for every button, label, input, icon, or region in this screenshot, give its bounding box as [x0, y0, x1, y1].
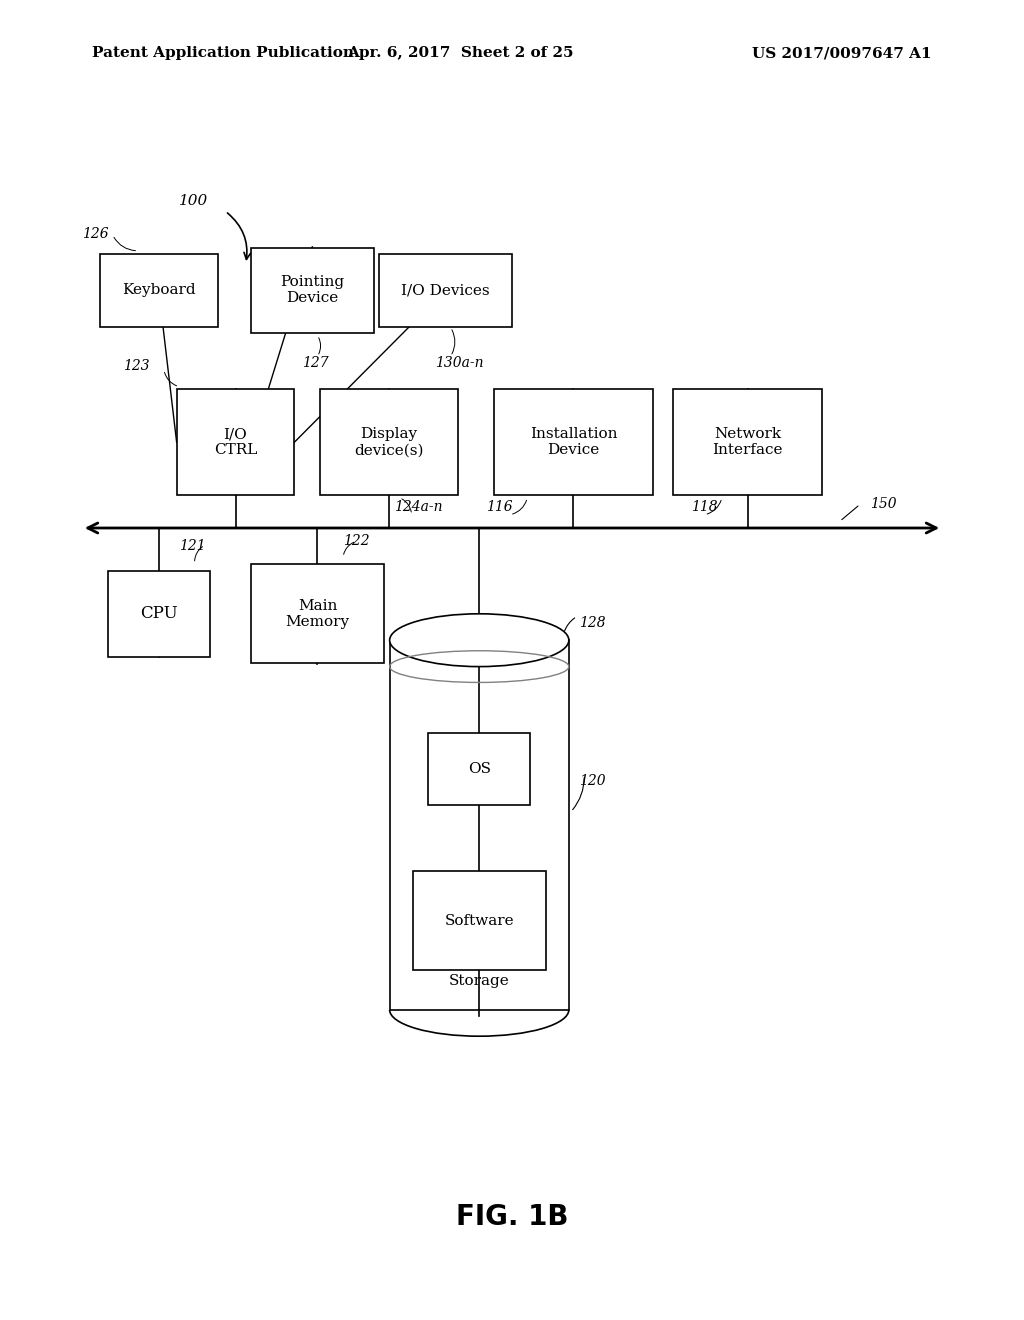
Text: Network
Interface: Network Interface — [713, 428, 782, 457]
FancyBboxPatch shape — [100, 253, 218, 326]
Text: 121: 121 — [179, 540, 206, 553]
Text: OS: OS — [468, 762, 490, 776]
FancyBboxPatch shape — [495, 389, 653, 495]
Text: 128: 128 — [580, 616, 606, 630]
Text: 118: 118 — [691, 500, 718, 513]
FancyBboxPatch shape — [428, 733, 530, 805]
Text: Storage: Storage — [449, 974, 510, 987]
FancyBboxPatch shape — [177, 389, 295, 495]
Ellipse shape — [390, 614, 569, 667]
Text: Patent Application Publication: Patent Application Publication — [92, 46, 354, 61]
FancyBboxPatch shape — [108, 570, 210, 656]
Text: FIG. 1B: FIG. 1B — [456, 1203, 568, 1232]
Text: Apr. 6, 2017  Sheet 2 of 25: Apr. 6, 2017 Sheet 2 of 25 — [347, 46, 574, 61]
Text: Software: Software — [444, 913, 514, 928]
Text: 120: 120 — [580, 775, 606, 788]
Text: Display
device(s): Display device(s) — [354, 428, 424, 457]
Text: 126: 126 — [82, 227, 109, 240]
FancyBboxPatch shape — [390, 640, 569, 1010]
FancyBboxPatch shape — [379, 253, 512, 326]
Text: 124a-n: 124a-n — [394, 500, 442, 513]
Text: 130a-n: 130a-n — [435, 356, 483, 370]
Text: Installation
Device: Installation Device — [529, 428, 617, 457]
FancyBboxPatch shape — [413, 871, 546, 970]
Text: I/O Devices: I/O Devices — [401, 284, 489, 297]
FancyBboxPatch shape — [674, 389, 821, 495]
Text: US 2017/0097647 A1: US 2017/0097647 A1 — [753, 46, 932, 61]
Text: 122: 122 — [343, 535, 370, 548]
Text: Keyboard: Keyboard — [122, 284, 196, 297]
Text: I/O
CTRL: I/O CTRL — [214, 428, 257, 457]
Text: 116: 116 — [486, 500, 513, 513]
Text: 123: 123 — [123, 359, 150, 372]
Text: 100: 100 — [179, 194, 209, 207]
FancyBboxPatch shape — [251, 248, 374, 333]
Text: 150: 150 — [870, 498, 897, 511]
Text: 127: 127 — [302, 356, 329, 370]
FancyBboxPatch shape — [319, 389, 459, 495]
Text: CPU: CPU — [140, 606, 177, 622]
FancyBboxPatch shape — [251, 565, 384, 663]
Text: Pointing
Device: Pointing Device — [281, 276, 344, 305]
Text: Main
Memory: Main Memory — [286, 599, 349, 628]
